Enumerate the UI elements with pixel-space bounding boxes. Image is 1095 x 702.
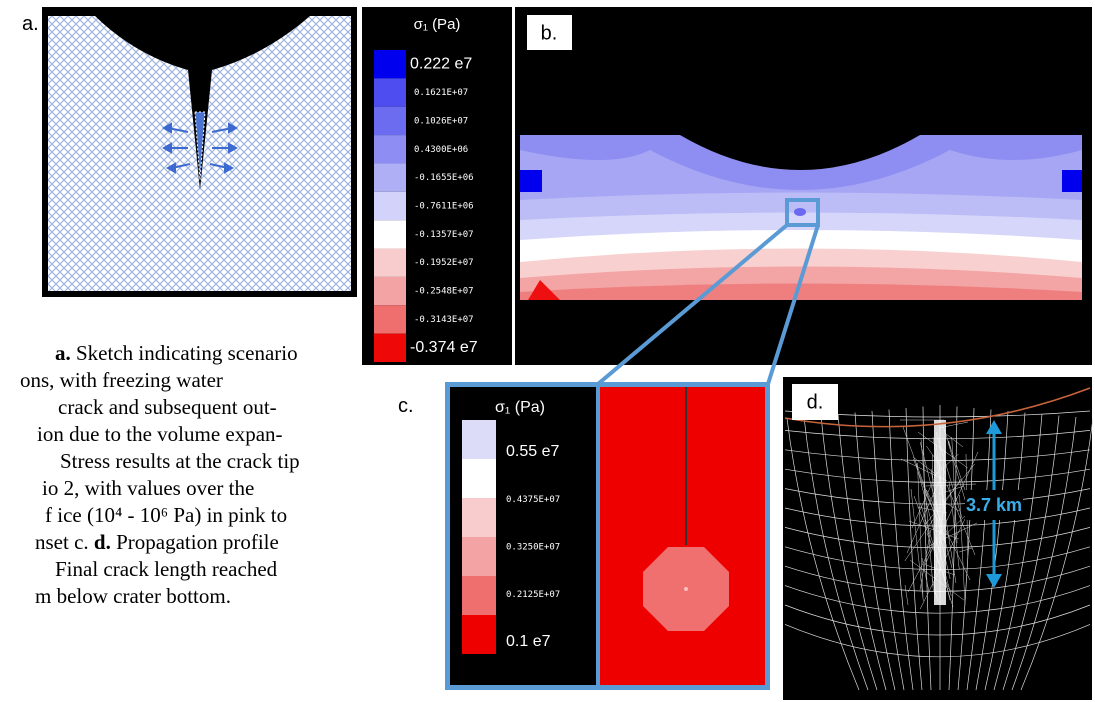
legend-swatch: [374, 50, 406, 78]
legend-swatch: [462, 420, 496, 459]
caption-line: nset c. d. Propagation profile: [35, 530, 279, 554]
legend-label: 0.1 e7: [506, 633, 551, 650]
annotation: 3.7 km: [966, 495, 1022, 515]
legend-label: -0.1655E+06: [414, 173, 474, 183]
legend-swatch: [374, 107, 406, 135]
panel-c: c. σ₁ (Pa) 0.55 e7 0.4375E+07 0.3250E+07 0.…: [398, 382, 770, 690]
caption-line: f ice (10⁴ - 10⁶ Pa) in pink to: [45, 503, 287, 527]
legend-label: -0.1952E+07: [414, 258, 474, 268]
panel-label: c.: [398, 395, 414, 417]
panel-a: a.: [22, 7, 357, 297]
caption-line: Stress results at the crack tip: [60, 449, 300, 473]
panel-b: b.: [515, 7, 1092, 365]
panel-label: d.: [807, 391, 824, 413]
legend-label: 0.222 e7: [410, 55, 472, 72]
legend-swatch: [374, 249, 406, 277]
caption-line: a. Sketch indicating scenario: [55, 341, 298, 365]
crack: [934, 420, 946, 605]
legend-swatch: [462, 537, 496, 576]
panel-label: a.: [22, 13, 39, 35]
legend-swatch: [374, 163, 406, 191]
caption-line: crack and subsequent out-: [58, 395, 277, 419]
legend-label: 0.4375E+07: [506, 495, 560, 505]
legend-label: -0.374 e7: [410, 339, 478, 356]
legend-swatch: [374, 305, 406, 333]
legend-swatch: [374, 334, 406, 362]
legend-swatch: [462, 576, 496, 615]
legend-label: 0.1621E+07: [414, 88, 468, 98]
caption-line: ion due to the volume expan-: [37, 422, 283, 446]
legend-label: 0.1026E+07: [414, 116, 468, 126]
legend-swatch: [374, 78, 406, 106]
legend-swatch: [374, 220, 406, 248]
legend-label: 0.55 e7: [506, 443, 559, 460]
legend-title: σ₁ (Pa): [495, 399, 545, 416]
caption-line: Final crack length reached: [55, 557, 278, 581]
legend-label: -0.2548E+07: [414, 287, 474, 297]
caption-line: ons, with freezing water: [20, 368, 223, 392]
legend-swatch: [374, 277, 406, 305]
legend-label: 0.4300E+06: [414, 145, 468, 155]
legend-label: -0.3143E+07: [414, 315, 474, 325]
caption-line: io 2, with values over the: [42, 476, 254, 500]
caption: a. Sketch indicating scenario ons, with …: [20, 341, 300, 608]
legend-label: 0.2125E+07: [506, 590, 560, 600]
panel-d: d. 3.7 km: [783, 377, 1093, 700]
caption-line: m below crater bottom.: [35, 584, 231, 608]
legend-label: 0.3250E+07: [506, 543, 560, 553]
panel-label: b.: [541, 22, 558, 44]
legend-swatch: [374, 135, 406, 163]
figure: a. σ₁ (Pa) 0.222 e7 0.1621E+07 0.1026E+07 0…: [0, 0, 1095, 702]
legend-label: -0.1357E+07: [414, 230, 474, 240]
legend-swatch: [462, 498, 496, 537]
legend-title: σ₁ (Pa): [414, 16, 461, 33]
legend-label: -0.7611E+06: [414, 202, 474, 212]
legend-swatch: [462, 615, 496, 654]
legend-swatch: [462, 459, 496, 498]
legend-b: σ₁ (Pa) 0.222 e7 0.1621E+07 0.1026E+07 0.43…: [362, 7, 512, 365]
legend-swatch: [374, 192, 406, 220]
